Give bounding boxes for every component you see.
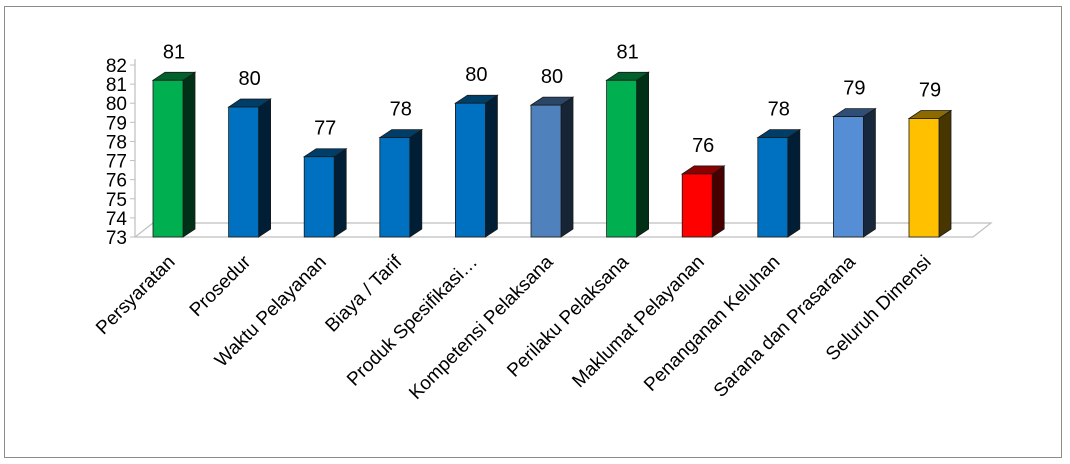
bar-front	[303, 156, 335, 238]
category-label: Kompetensi Pelaksana	[405, 251, 558, 404]
bar	[529, 96, 575, 238]
y-tick-label: 73	[106, 228, 127, 249]
y-tick-label: 76	[106, 171, 127, 192]
y-tick-label: 82	[106, 56, 127, 77]
bar-front	[606, 79, 637, 238]
bar-side	[636, 71, 649, 238]
bar	[302, 147, 348, 238]
y-tick-label: 79	[106, 113, 127, 134]
bar-side	[333, 147, 347, 238]
category-label: Sarana dan Prasarana	[710, 251, 860, 401]
bar	[378, 128, 424, 238]
bar-side	[711, 165, 725, 238]
category-label: Persyaratan	[92, 252, 179, 339]
data-label: 81	[616, 41, 638, 63]
data-label: 80	[541, 66, 563, 88]
bar	[756, 128, 802, 238]
bar-side	[484, 94, 498, 238]
bar-side	[560, 96, 574, 238]
y-tick-label: 81	[106, 75, 127, 96]
bar-front	[833, 116, 864, 238]
data-label: 77	[314, 118, 336, 140]
data-label: 79	[919, 80, 941, 102]
bar	[832, 107, 877, 238]
category-label: Maklumat Pelayanan	[568, 252, 708, 392]
category-label: Produk Spesifikasi…	[343, 252, 482, 391]
bar-front	[454, 102, 486, 238]
data-label: 76	[692, 135, 714, 157]
y-tick-label: 78	[106, 132, 127, 153]
category-label: Prosedur	[186, 251, 256, 321]
bar-front	[908, 118, 940, 238]
bar-front	[681, 173, 713, 238]
chart-frame: 82 81 80 79 78 77 76 75 74 73 81 80 77 78 80 80 81 76 78 7…	[4, 6, 1062, 458]
bar-side	[182, 71, 196, 238]
bar-side	[258, 98, 272, 238]
bar-front	[228, 106, 260, 238]
category-label: Penanganan Keluhan	[640, 252, 784, 396]
bar-side	[938, 109, 952, 238]
bar	[151, 71, 197, 238]
y-tick-label: 74	[106, 209, 128, 230]
y-tick-label: 75	[106, 190, 127, 211]
y-tick-label: 77	[106, 152, 127, 173]
bar-front	[757, 137, 789, 238]
bar-side	[409, 128, 423, 238]
bar	[907, 109, 953, 238]
y-tick-label: 80	[106, 94, 127, 115]
bar-side	[863, 107, 876, 238]
data-label: 80	[238, 68, 260, 90]
bar-front	[530, 104, 562, 238]
bar-side	[787, 128, 801, 238]
data-label: 81	[163, 41, 185, 63]
bar-front	[152, 79, 184, 238]
bar	[680, 165, 726, 238]
bar	[605, 71, 650, 238]
data-labels: 81 80 77 78 80 80 81 76 78 79 79	[163, 41, 941, 157]
bar-front	[379, 137, 411, 238]
data-label: 78	[768, 99, 790, 121]
bars	[151, 71, 953, 238]
data-label: 80	[465, 64, 487, 86]
data-label: 79	[843, 78, 865, 100]
bar	[227, 98, 272, 238]
bar	[454, 94, 499, 238]
data-label: 78	[390, 99, 412, 121]
